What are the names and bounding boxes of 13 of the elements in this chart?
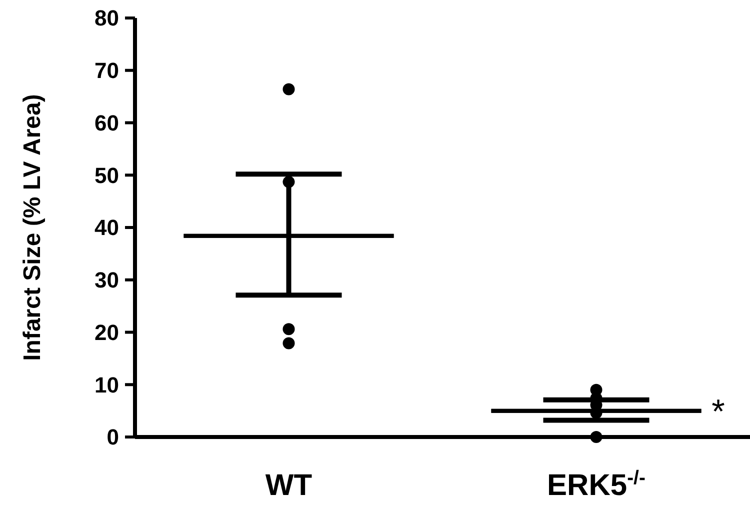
y-tick-label: 20: [94, 320, 119, 345]
y-tick-label: 30: [94, 268, 119, 293]
y-tick-label: 80: [94, 6, 119, 31]
y-tick-label: 40: [94, 215, 119, 240]
y-tick-label: 50: [94, 162, 119, 188]
y-axis-title: Infarct Size (% LV Area): [19, 94, 46, 361]
annotation: *: [712, 392, 725, 431]
x-tick-label: WT: [265, 469, 312, 502]
y-tick-label: 70: [94, 58, 119, 84]
y-tick-label: 0: [106, 424, 119, 450]
y-tick-label: 10: [94, 372, 119, 398]
y-tick-label: 60: [94, 110, 119, 136]
x-tick-label: ERK5$^{-/-}$: [547, 467, 646, 502]
